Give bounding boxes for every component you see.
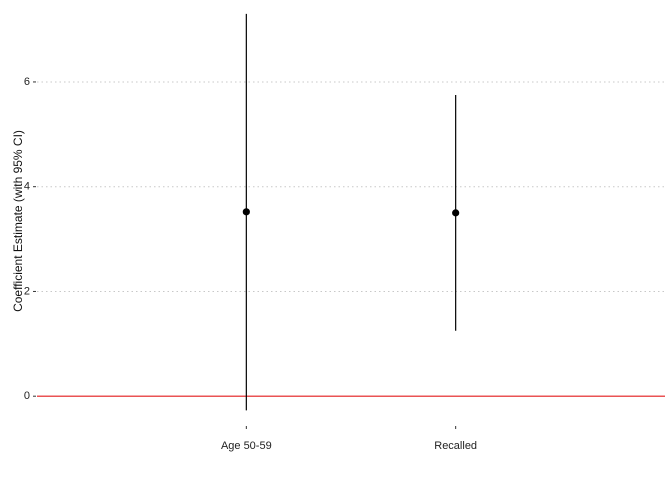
y-tick-label: 0 <box>24 390 30 402</box>
y-tick-label: 6 <box>24 76 30 88</box>
x-tick-label: Age 50-59 <box>221 440 272 452</box>
y-axis-ticks: 0 2 4 6 <box>24 76 36 402</box>
y-axis-title: Coefficient Estimate (with 95% CI) <box>11 130 25 312</box>
error-bars <box>245 13 457 411</box>
estimate-point <box>452 209 460 217</box>
gridlines <box>37 81 665 292</box>
x-tick-label: Recalled <box>434 440 477 452</box>
y-tick-label: 4 <box>24 181 30 193</box>
estimate-points <box>242 208 460 217</box>
estimate-point <box>242 208 250 216</box>
x-axis-ticks: Age 50-59 Recalled <box>221 426 477 452</box>
y-tick-label: 2 <box>24 285 30 297</box>
